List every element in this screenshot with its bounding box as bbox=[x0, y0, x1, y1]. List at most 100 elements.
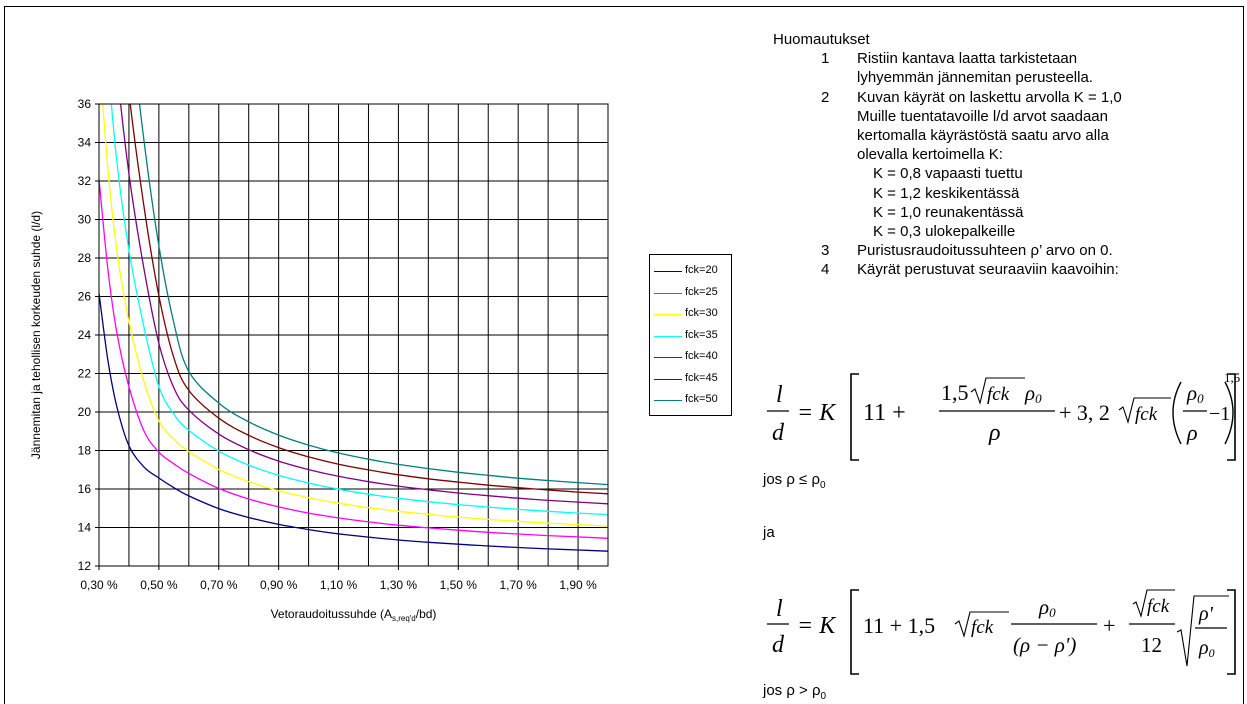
x-tick-label: 0,50 % bbox=[140, 578, 178, 592]
note-text: Puristusraudoitussuhteen ρ’ arvo on 0. bbox=[857, 242, 1113, 260]
series-line-fck-25 bbox=[99, 179, 608, 539]
x-axis-title: Vetoraudoitussuhde (As,req'd/bd) bbox=[271, 607, 437, 623]
x-tick-label: 0,30 % bbox=[80, 578, 118, 592]
f1-d: d bbox=[772, 420, 785, 446]
formula-1: l d = K 11 + 1,5 fck ρ0 ρ + 3, 2 fck ρ0 … bbox=[767, 373, 1234, 461]
series-line-fck-50 bbox=[138, 104, 608, 486]
note-number: 1 bbox=[821, 50, 830, 68]
y-tick-label: 24 bbox=[78, 328, 92, 342]
note-text: Käyrät perustuvat seuraaviin kaavoihin: bbox=[857, 261, 1119, 279]
legend-swatch bbox=[654, 271, 682, 272]
legend: fck=20 fck=25 fck=30 fck=35 fck=40 fck=45 fck=… bbox=[649, 254, 732, 416]
f2-l: l bbox=[776, 596, 783, 622]
y-tick-label: 34 bbox=[78, 136, 92, 150]
note-k-value: K = 1,0 reunakentässä bbox=[873, 203, 1024, 221]
legend-label: fck=25 bbox=[685, 285, 718, 298]
f1-exp: 1,5 bbox=[1224, 370, 1240, 385]
note-k-value: K = 1,2 keskikentässä bbox=[873, 184, 1020, 202]
x-tick-label: 0,90 % bbox=[260, 578, 298, 592]
x-tick-label: 1,50 % bbox=[440, 578, 478, 592]
legend-item: fck=35 bbox=[654, 328, 730, 344]
f2-fck: fck bbox=[971, 617, 994, 638]
legend-label: fck=20 bbox=[685, 264, 718, 276]
f2-den: (ρ − ρ') bbox=[1013, 633, 1076, 657]
f2-eq: = K bbox=[797, 613, 837, 639]
series-line-fck-20 bbox=[99, 293, 608, 552]
x-tick-label: 1,10 % bbox=[320, 578, 358, 592]
y-tick-label: 12 bbox=[78, 559, 92, 573]
f2-twelve: 12 bbox=[1141, 633, 1162, 657]
notes-title: Huomautukset bbox=[773, 31, 870, 48]
tick-labels: 12 14 16 18 20 22 24 26 28 30 32 34 36 0,30 % 0,50 % 0,… bbox=[78, 97, 597, 592]
formula-2: l d = K 11 + 1,5 fck ρ0 (ρ − ρ') + fck 1… bbox=[767, 589, 1229, 675]
f1-rho0: ρ0 bbox=[1024, 381, 1042, 406]
f2-rhop: ρ' bbox=[1198, 603, 1214, 625]
legend-item: fck=25 bbox=[654, 285, 730, 301]
f1-fck2: fck bbox=[1135, 404, 1158, 425]
legend-label: fck=35 bbox=[685, 328, 718, 341]
f2-rho0: ρ0 bbox=[1038, 595, 1056, 620]
note-number: 3 bbox=[821, 242, 830, 260]
f1-minus: −1 bbox=[1209, 403, 1230, 425]
chart: 12 14 16 18 20 22 24 26 28 30 32 34 36 0,30 % 0,50 % 0,… bbox=[29, 97, 609, 623]
figure-frame bbox=[4, 6, 1244, 704]
legend-swatch bbox=[654, 400, 682, 401]
x-tick-label: 1,90 % bbox=[559, 578, 597, 592]
series-line-fck-45 bbox=[129, 104, 608, 495]
and-text: ja bbox=[763, 524, 775, 541]
note-k-value: K = 0,8 vapaasti tuettu bbox=[873, 165, 1023, 183]
f2-fck2: fck bbox=[1147, 596, 1170, 617]
note-text: Muille tuentatavoille l/d arvot saadaan bbox=[857, 107, 1108, 125]
y-tick-label: 22 bbox=[78, 367, 92, 381]
y-tick-label: 18 bbox=[78, 444, 92, 458]
condition-2: jos ρ > ρ0 bbox=[763, 682, 827, 702]
legend-swatch bbox=[654, 335, 682, 337]
legend-label: fck=30 bbox=[685, 307, 718, 319]
y-tick-label: 30 bbox=[78, 213, 92, 227]
note-text: Ristiin kantava laatta tarkistetaan bbox=[857, 50, 1078, 68]
note-text: kertomalla käyrästöstä saatu arvo alla bbox=[857, 127, 1109, 144]
f2-d: d bbox=[772, 632, 785, 658]
f1-rho2: ρ bbox=[1186, 420, 1198, 445]
note-k-value: K = 0,3 ulokepalkeille bbox=[873, 223, 1016, 240]
legend-label: fck=40 bbox=[685, 350, 718, 362]
f1-l: l bbox=[776, 382, 783, 408]
y-axis-title: Jännemitan ja tehollisen korkeuden suhde… bbox=[29, 211, 43, 459]
x-tick-label: 0,70 % bbox=[200, 578, 238, 592]
f2-rho0b: ρ0 bbox=[1198, 637, 1215, 660]
note-text: olevalla kertoimella K: bbox=[857, 146, 1003, 164]
y-tick-label: 20 bbox=[78, 405, 92, 419]
grid bbox=[98, 103, 609, 567]
formula-1-tail: 1,5 bbox=[1224, 370, 1240, 461]
legend-item: fck=45 bbox=[654, 371, 730, 387]
legend-item: fck=20 bbox=[654, 263, 730, 279]
series-line-fck-30 bbox=[102, 104, 608, 527]
legend-swatch bbox=[654, 292, 682, 294]
note-number: 4 bbox=[821, 261, 830, 279]
series-line-fck-35 bbox=[110, 104, 608, 516]
legend-label: fck=50 bbox=[685, 393, 718, 405]
x-tick-label: 1,70 % bbox=[499, 578, 537, 592]
f1-rho0b: ρ0 bbox=[1186, 381, 1204, 406]
f2-p11: 11 + 1,5 bbox=[863, 613, 935, 638]
f1-fck: fck bbox=[987, 384, 1010, 405]
formula-2-tail bbox=[1227, 589, 1236, 675]
x-tick-label: 1,30 % bbox=[380, 578, 418, 592]
legend-swatch bbox=[654, 378, 682, 380]
note-text: Kuvan käyrät on laskettu arvolla K = 1,0 bbox=[857, 88, 1122, 106]
y-tick-label: 28 bbox=[78, 251, 92, 265]
condition-1: jos ρ ≤ ρ0 bbox=[763, 471, 826, 491]
f1-p11: 11 + bbox=[863, 400, 906, 426]
legend-label: fck=45 bbox=[685, 371, 718, 384]
legend-item: fck=30 bbox=[654, 306, 730, 322]
f2-plus: + bbox=[1103, 613, 1115, 638]
y-tick-label: 36 bbox=[78, 97, 92, 111]
legend-swatch bbox=[654, 357, 682, 358]
note-number: 2 bbox=[821, 88, 830, 106]
f1-eq: = K bbox=[797, 400, 837, 426]
legend-swatch bbox=[654, 314, 682, 315]
y-tick-label: 32 bbox=[78, 174, 92, 188]
f1-rho: ρ bbox=[988, 420, 1001, 446]
f1-num: 1,5 bbox=[941, 380, 969, 405]
